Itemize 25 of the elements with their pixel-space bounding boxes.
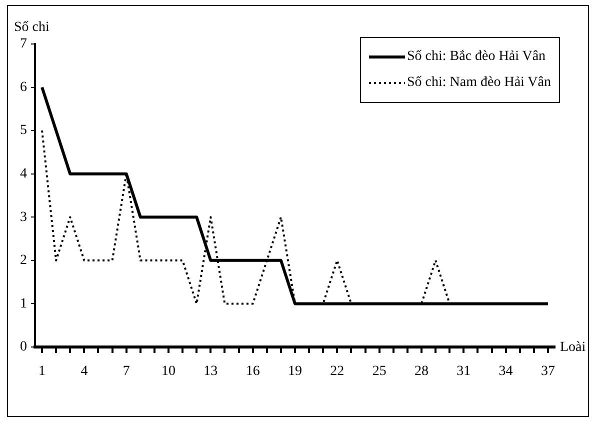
y-tick-label: 0 bbox=[20, 340, 27, 355]
x-tick-label: 34 bbox=[498, 364, 513, 380]
x-tick-label: 1 bbox=[38, 364, 46, 380]
y-tick-label: 4 bbox=[20, 166, 27, 182]
x-tick-label: 10 bbox=[162, 364, 176, 380]
y-tick-label: 3 bbox=[20, 210, 27, 225]
x-tick-label: 25 bbox=[372, 364, 386, 380]
x-tick-label: 7 bbox=[122, 364, 130, 380]
legend-label: Số chi: Nam đèo Hải Vân bbox=[407, 75, 551, 91]
x-tick-label: 31 bbox=[456, 364, 471, 380]
x-axis-title: Loài bbox=[560, 340, 586, 356]
legend-label: Số chi: Bắc đèo Hải Vân bbox=[407, 49, 546, 65]
x-tick-label: 22 bbox=[330, 364, 344, 380]
x-tick-label: 16 bbox=[246, 364, 260, 380]
x-tick-label: 4 bbox=[80, 364, 88, 380]
y-tick-label: 5 bbox=[20, 123, 27, 138]
y-tick-label: 7 bbox=[20, 36, 27, 52]
y-tick-label: 1 bbox=[20, 296, 27, 312]
y-axis-title: Số chi bbox=[14, 20, 50, 36]
y-tick-label: 2 bbox=[20, 253, 27, 268]
x-tick-label: 19 bbox=[288, 364, 302, 380]
y-tick-label: 6 bbox=[20, 80, 27, 95]
x-tick-label: 37 bbox=[540, 364, 555, 380]
x-tick-label: 28 bbox=[414, 364, 428, 380]
x-tick-label: 13 bbox=[204, 364, 218, 380]
